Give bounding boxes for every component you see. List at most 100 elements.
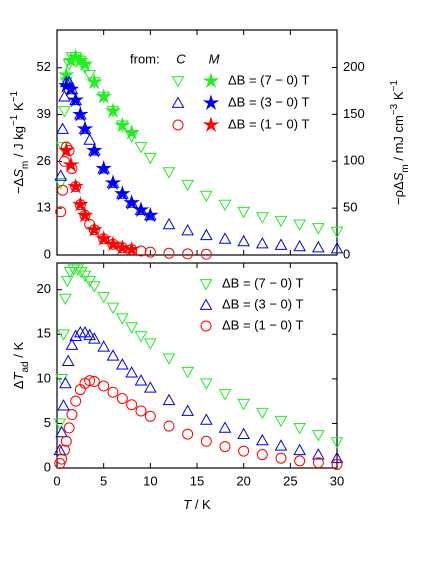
data-point [58, 155, 70, 167]
data-point [200, 435, 212, 447]
data-point [200, 248, 212, 260]
data-point [256, 449, 268, 461]
data-point [162, 353, 176, 365]
x-tick-label: 10 [143, 473, 157, 488]
data-point [142, 206, 159, 223]
data-point [199, 413, 213, 425]
legend-symbol [202, 94, 220, 110]
x-tick-label: 20 [236, 473, 250, 488]
data-point [181, 179, 195, 192]
data-point [58, 141, 75, 158]
data-point [57, 399, 70, 411]
y-axis-label: −ΔSm / J kg−1 K−1 [9, 91, 31, 195]
y2-tick-label: 200 [343, 59, 365, 74]
y-axis-label-part: ad [20, 361, 31, 372]
data-point [162, 393, 176, 406]
data-point [311, 448, 325, 460]
data-point [274, 215, 288, 228]
data-point [162, 167, 176, 179]
data-point [199, 378, 213, 390]
data-point [237, 398, 251, 411]
data-point [72, 195, 89, 212]
data-point [182, 248, 194, 260]
legend-symbol [200, 320, 212, 332]
legend-symbol [171, 96, 185, 108]
data-point [143, 381, 157, 393]
y-tick-label: 10 [37, 370, 51, 385]
data-point [237, 427, 251, 440]
data-point [218, 232, 232, 244]
data-point [54, 178, 68, 190]
data-point [134, 331, 148, 343]
data-point [123, 123, 140, 140]
data-point [275, 452, 287, 464]
data-point [57, 329, 70, 341]
data-point [74, 267, 88, 279]
data-point [125, 366, 139, 378]
data-point [83, 328, 97, 341]
x-tick-label: 25 [283, 473, 297, 488]
x-tick-label: 30 [330, 473, 344, 488]
y-axis-label: ΔTad / K [11, 342, 31, 390]
data-point [294, 455, 306, 467]
legend-symbol [199, 279, 213, 291]
data-point [311, 430, 325, 442]
y-tick-label: 15 [37, 326, 51, 341]
data-point [274, 415, 288, 428]
data-point [143, 152, 157, 165]
data-point [330, 226, 344, 239]
data-point [78, 325, 92, 338]
y-tick-label: 20 [37, 281, 51, 296]
data-point [293, 422, 307, 435]
data-point [67, 177, 84, 194]
data-point [311, 223, 325, 235]
data-point [255, 236, 269, 249]
data-point [59, 376, 72, 389]
x-tick-label: 0 [53, 473, 60, 488]
data-point [60, 435, 72, 447]
data-point [114, 185, 131, 201]
data-point [54, 169, 68, 181]
data-point [162, 217, 176, 230]
data-point [293, 239, 307, 252]
data-point [58, 444, 70, 456]
data-point [293, 219, 307, 231]
legend-title: from: [130, 51, 160, 66]
y-tick-label: 13 [37, 200, 51, 215]
y-tick-label: 0 [44, 246, 51, 261]
data-point [331, 458, 343, 470]
data-point [238, 445, 250, 457]
data-point [58, 90, 71, 102]
data-point [86, 141, 103, 158]
y-axis-label-part: K [11, 102, 26, 115]
y2-axis-label-part: −1 [389, 80, 400, 92]
data-point [255, 407, 269, 420]
data-point [181, 366, 195, 379]
data-point [83, 133, 97, 145]
data-point [219, 441, 231, 453]
data-point [123, 240, 140, 257]
data-point [84, 375, 96, 387]
data-point [144, 410, 156, 422]
data-point [182, 428, 194, 440]
data-point [199, 190, 213, 203]
data-point [104, 174, 122, 190]
data-point [114, 239, 131, 255]
data-point [163, 247, 175, 259]
data-point [237, 206, 251, 219]
legend-label: ΔB = (7 − 0) T [228, 72, 309, 87]
data-point [95, 230, 112, 246]
y2-axis-label-part: −ρΔ [391, 181, 406, 205]
data-point [114, 116, 131, 133]
y2-axis-label-part: −3 [389, 103, 400, 115]
data-point [181, 223, 195, 236]
data-point [70, 395, 82, 407]
x-tick-label: 5 [100, 473, 107, 488]
data-point [71, 264, 84, 276]
legend-column-header: C [176, 51, 186, 66]
data-point [116, 392, 128, 404]
data-point [237, 234, 251, 247]
data-point [95, 159, 112, 176]
data-point [134, 374, 148, 386]
data-point [135, 245, 147, 257]
